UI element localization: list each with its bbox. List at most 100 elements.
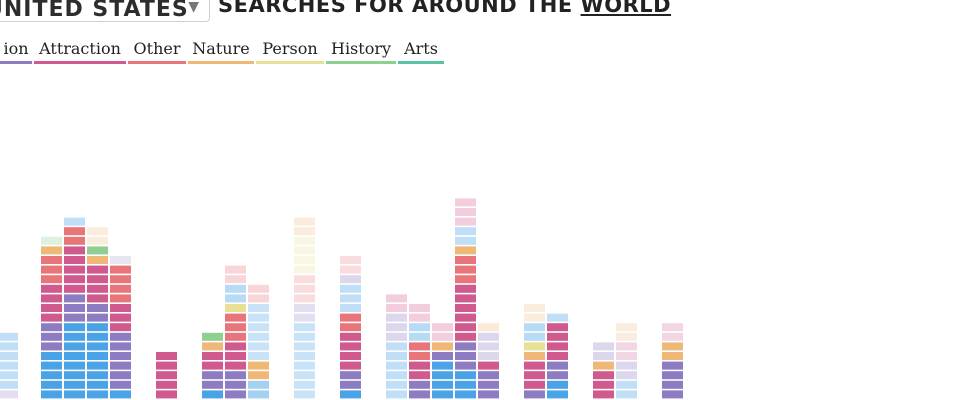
bar-block-sky xyxy=(455,236,476,245)
bar-block-attraction xyxy=(87,275,108,284)
bar-block-history xyxy=(41,236,62,245)
bar-block-attraction xyxy=(64,275,85,284)
bar-block-location xyxy=(432,352,453,360)
bar-block-attraction xyxy=(41,304,62,312)
legend-item-other[interactable]: Other xyxy=(128,38,186,64)
bar-block-location xyxy=(64,313,85,322)
bar-block-other xyxy=(248,294,269,303)
bar-block-other xyxy=(455,256,476,264)
bar-block-attraction xyxy=(455,304,476,312)
bar-block-attraction xyxy=(202,361,223,370)
bar-block-attraction xyxy=(386,294,407,303)
bar-block-location xyxy=(524,390,545,399)
bar-block-attraction xyxy=(455,198,476,207)
bar-block-sky xyxy=(87,371,108,380)
bar-block-sky xyxy=(294,323,315,332)
chevron-down-icon: ▼ xyxy=(188,0,199,15)
bar-block-sky xyxy=(64,342,85,351)
bar-column xyxy=(432,323,453,399)
bar-block-location xyxy=(64,304,85,312)
bar-block-nature xyxy=(248,361,269,370)
legend-item-arts[interactable]: Arts xyxy=(398,38,444,64)
bar-block-other xyxy=(225,265,246,274)
bar-block-attraction xyxy=(455,208,476,216)
bar-block-sky xyxy=(0,361,18,370)
bar-block-other xyxy=(110,284,131,293)
bar-column xyxy=(593,342,614,399)
bar-block-sky xyxy=(64,217,85,226)
bar-block-attraction xyxy=(409,361,430,370)
bar-block-person xyxy=(294,236,315,245)
bar-block-attraction xyxy=(340,342,361,351)
bar-block-location xyxy=(478,380,499,389)
bar-block-sky xyxy=(248,380,269,389)
bar-block-location xyxy=(409,390,430,399)
bar-block-location xyxy=(662,390,683,399)
bar-block-sky xyxy=(87,390,108,399)
bar-block-nature xyxy=(662,352,683,360)
bar-block-other xyxy=(340,256,361,264)
bar-block-location xyxy=(616,361,637,370)
bar-block-location xyxy=(110,380,131,389)
bar-block-sky xyxy=(225,284,246,293)
bar-block-location xyxy=(110,352,131,360)
bar-block-nature xyxy=(294,217,315,226)
bar-block-attraction xyxy=(110,304,131,312)
bar-block-attraction xyxy=(386,304,407,312)
bar-block-sky xyxy=(87,323,108,332)
bar-block-location xyxy=(409,380,430,389)
bar-block-attraction xyxy=(340,352,361,360)
bar-block-location xyxy=(294,304,315,312)
bar-block-attraction xyxy=(64,246,85,255)
bar-block-other xyxy=(455,275,476,284)
bar-block-other xyxy=(225,323,246,332)
bar-block-other xyxy=(41,265,62,274)
bar-block-location xyxy=(202,371,223,380)
bar-block-other xyxy=(110,275,131,284)
bar-column xyxy=(0,332,18,399)
bar-block-sky xyxy=(64,371,85,380)
bar-block-sky xyxy=(64,352,85,360)
bar-block-sky xyxy=(248,342,269,351)
bar-block-other xyxy=(225,332,246,341)
bar-block-sky xyxy=(340,390,361,399)
bar-block-location xyxy=(340,380,361,389)
bar-block-person xyxy=(294,265,315,274)
legend-item-history[interactable]: History xyxy=(326,38,396,64)
bar-block-sky xyxy=(455,380,476,389)
bar-column xyxy=(294,217,315,399)
legend-item-attraction[interactable]: Attraction xyxy=(34,38,126,64)
bar-block-sky xyxy=(87,361,108,370)
bar-block-sky xyxy=(455,227,476,236)
bar-block-sky xyxy=(0,342,18,351)
legend-label: Other xyxy=(133,39,181,58)
bar-block-attraction xyxy=(455,332,476,341)
bar-block-attraction xyxy=(547,352,568,360)
bar-block-sky xyxy=(87,332,108,341)
bar-block-sky xyxy=(41,380,62,389)
bar-block-person xyxy=(524,342,545,351)
bar-block-location xyxy=(110,371,131,380)
bar-block-attraction xyxy=(110,323,131,332)
bar-block-location xyxy=(87,313,108,322)
page-title: SEARCHES FOR AROUND THE WORLD xyxy=(218,0,671,17)
legend-item-ion[interactable]: ion xyxy=(0,38,32,64)
world-link[interactable]: WORLD xyxy=(580,0,672,17)
bar-block-sky xyxy=(248,313,269,322)
bar-block-sky xyxy=(616,390,637,399)
bar-block-sky xyxy=(409,332,430,341)
bar-block-nature xyxy=(455,246,476,255)
legend-item-nature[interactable]: Nature xyxy=(188,38,254,64)
bar-block-nature xyxy=(202,342,223,351)
legend-color-bar xyxy=(0,61,32,64)
bar-block-location xyxy=(662,371,683,380)
legend-item-person[interactable]: Person xyxy=(256,38,324,64)
bar-block-location xyxy=(386,332,407,341)
country-select[interactable]: UNITED STATES ▼ xyxy=(0,0,210,22)
bar-block-sky xyxy=(87,342,108,351)
bar-block-location xyxy=(662,380,683,389)
bar-block-attraction xyxy=(340,361,361,370)
bar-block-location xyxy=(478,342,499,351)
bar-block-attraction xyxy=(593,371,614,380)
bar-block-attraction xyxy=(156,352,177,360)
